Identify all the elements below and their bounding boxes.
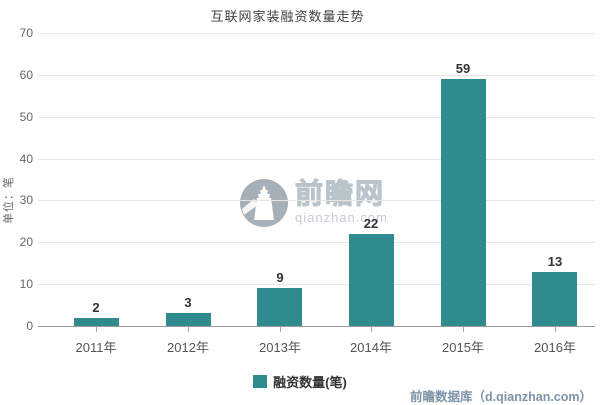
bar-2013年[interactable] [257, 288, 302, 326]
legend[interactable]: 融资数量(笔) [0, 372, 600, 391]
x-axis-tick [188, 327, 189, 332]
y-axis-tick-label: 40 [19, 152, 33, 166]
y-axis-tick-label: 20 [19, 235, 33, 249]
x-axis-tick [96, 327, 97, 332]
y-axis-tick-label: 60 [19, 68, 33, 82]
bar-2011年[interactable] [74, 318, 119, 326]
x-axis-tick-label: 2015年 [442, 340, 484, 355]
x-axis-tick [463, 327, 464, 332]
y-axis-tick-label: 0 [26, 319, 33, 333]
bar-2016年[interactable] [532, 272, 577, 326]
x-axis-tick-label: 2013年 [259, 340, 301, 355]
gridline [38, 33, 595, 34]
bar-value-label: 9 [276, 270, 284, 285]
x-axis-tick [280, 327, 281, 332]
y-axis-tick-label: 30 [19, 193, 33, 207]
gridline [38, 75, 595, 76]
bar-value-label: 22 [363, 216, 379, 231]
x-axis-tick [555, 327, 556, 332]
y-axis-tick-label: 10 [19, 277, 33, 291]
watermark-brand: 前瞻网 [295, 178, 386, 209]
bar-value-label: 2 [92, 300, 100, 315]
x-axis-line [38, 326, 595, 327]
bar-2015年[interactable] [441, 79, 486, 326]
gridline [38, 242, 595, 243]
y-axis-tick-label: 50 [19, 110, 33, 124]
bar-2012年[interactable] [166, 313, 211, 326]
bar-value-label: 3 [184, 295, 192, 310]
y-axis-tick-label: 70 [19, 26, 33, 40]
x-axis-tick-label: 2011年 [75, 340, 117, 355]
bar-value-label: 13 [547, 254, 563, 269]
source-credit: 前瞻数据库（d.qianzhan.com） [410, 390, 592, 404]
legend-swatch [253, 375, 268, 388]
gridline [38, 200, 595, 201]
qianzhan-logo-icon [240, 179, 288, 232]
chart-title: 互联网家装融资数量走势 [210, 9, 365, 24]
gridline [38, 117, 595, 118]
x-axis-tick-label: 2014年 [350, 340, 392, 355]
gridline [38, 159, 595, 160]
x-axis-tick-label: 2012年 [167, 340, 209, 355]
bar-2014年[interactable] [349, 234, 394, 326]
gridline [38, 284, 595, 285]
x-axis-tick [371, 327, 372, 332]
legend-label: 融资数量(笔) [273, 375, 347, 390]
x-axis-tick-label: 2016年 [534, 340, 576, 355]
bar-value-label: 59 [455, 61, 471, 76]
